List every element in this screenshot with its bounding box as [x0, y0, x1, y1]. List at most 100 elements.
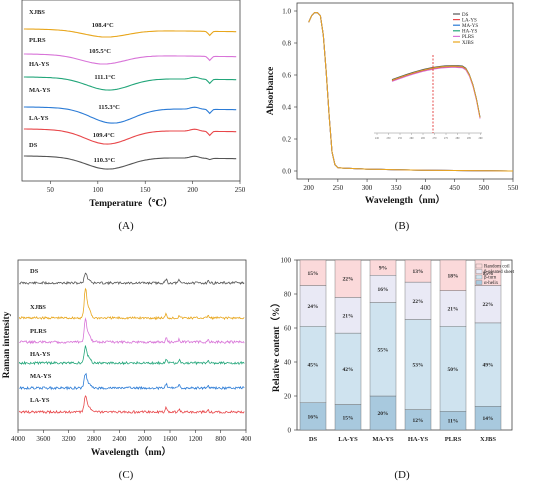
bar-legend-swatch: [475, 263, 483, 269]
panel-c-frame: [17, 259, 247, 431]
uv-legend-label: HA-YS: [462, 30, 477, 35]
uv-curve-xjbs: [308, 12, 514, 172]
bar-category-label: DS: [309, 436, 318, 443]
dsc-series-label-la-ys: LA-YS: [29, 115, 49, 122]
bar-value-label: 22%: [413, 299, 424, 305]
raman-series-label-plrs: PLRS: [30, 328, 47, 335]
bar-legend-swatch: [475, 269, 483, 274]
raman-x-tick-label: 400: [241, 435, 252, 443]
raman-x-tick-label: 2800: [87, 435, 102, 443]
bar-value-label: 21%: [343, 313, 354, 319]
bar-legend-label: Random coil: [484, 265, 510, 270]
uv-inset-curve: [391, 65, 481, 118]
uv-y-tick-label: 0.2: [282, 136, 291, 144]
panel-b-uv-chart: 200 250 300 350 400 450 500 550 0.0 0.2 0.4 0.6 0.8 1…: [266, 2, 519, 232]
bar-value-label: 14%: [483, 416, 494, 422]
bar-legend-label: β-pleated sheet: [484, 270, 515, 275]
raman-series-label-xjbs: XJBS: [30, 304, 46, 311]
bar-y-tick-label: 80: [284, 291, 292, 299]
panel-b-xlabel: Wavelength（nm）: [365, 194, 445, 206]
bar-segment-ds: [299, 402, 327, 431]
bar-segment-xjbs: [474, 322, 502, 407]
uv-y-tick-label: 0.0: [282, 168, 291, 176]
bar-value-label: 49%: [483, 363, 494, 369]
raman-x-tick-label: 3600: [36, 435, 51, 443]
uv-x-tick-label: 300: [362, 184, 373, 192]
uv-legend-label: XJBS: [462, 41, 474, 46]
panel-b-ylabel: Absorbance: [266, 67, 276, 116]
bar-y-tick-label: 60: [284, 325, 292, 333]
bar-value-label: 15%: [308, 271, 319, 277]
panel-d-frame: [296, 259, 513, 431]
uv-inset-curve: [391, 67, 481, 119]
bar-value-label: 15%: [483, 271, 494, 277]
bar-segment-ha-ys: [404, 319, 432, 410]
uv-curve-plrs: [308, 12, 514, 172]
uv-curve-ha-ys: [308, 12, 514, 172]
panel-a-frame: [21, 0, 241, 182]
panel-a-dsc-chart: DS 110.3°C LA-YS 109.4°C MA-YS 115.3°C HA-YS 11…: [21, 0, 246, 232]
uv-x-tick-label: 450: [449, 184, 460, 192]
bar-value-label: 55%: [378, 347, 389, 353]
raman-series-label-la-ys: LA-YS: [30, 397, 50, 404]
dsc-peak-label-xjbs: 108.4°C: [92, 22, 114, 29]
panel-c-raman-chart: 4000 3600 3200 2800 2400 2000 1600 1200 800 400 DS…: [2, 259, 252, 481]
bar-y-tick-label: 20: [284, 393, 292, 401]
dsc-curve-xjbs: [23, 28, 237, 38]
bar-y-tick-label: 40: [284, 359, 292, 367]
dsc-curve-ds: [23, 155, 237, 170]
panel-a-label: (A): [118, 220, 134, 232]
raman-x-tick-label: 3200: [62, 435, 77, 443]
uv-inset-curve: [391, 66, 481, 119]
uv-inset-curve: [391, 66, 481, 118]
bar-category-label: MA-YS: [372, 436, 394, 443]
bar-segment-la-ys: [334, 332, 362, 405]
uv-curve-ds: [308, 12, 514, 172]
panel-c-ylabel: Raman intensity: [2, 311, 12, 378]
dsc-series-label-ds: DS: [29, 142, 38, 149]
panel-a-xlabel: Temperature（℃）: [89, 197, 172, 209]
uv-inset-tick-label: 245: [375, 137, 380, 140]
uv-x-tick-label: 200: [303, 184, 314, 192]
uv-y-tick-label: 0.8: [282, 40, 291, 48]
uv-legend-label: DS: [462, 13, 469, 18]
raman-x-tick-label: 1600: [163, 435, 178, 443]
raman-curve-plrs: [19, 317, 245, 345]
raman-x-tick-label: 800: [215, 435, 226, 443]
dsc-peak-label-ha-ys: 111.1°C: [94, 74, 116, 81]
uv-inset-tick-label: 285: [467, 137, 472, 140]
dsc-curve-la-ys: [23, 128, 237, 145]
bar-value-label: 50%: [448, 367, 459, 373]
raman-curve-ma-ys: [19, 372, 245, 391]
dsc-series-label-xjbs: XJBS: [29, 9, 45, 16]
bar-segment-ha-ys: [404, 259, 432, 283]
uv-y-tick-label: 0.4: [282, 104, 291, 112]
raman-x-tick-label: 1200: [188, 435, 203, 443]
bar-category-label: XJBS: [480, 436, 496, 443]
raman-series-label-ha-ys: HA-YS: [30, 351, 51, 358]
dsc-x-tick-label: 150: [140, 186, 151, 194]
uv-legend-label: PLRS: [462, 35, 474, 40]
uv-x-tick-label: 400: [420, 184, 431, 192]
panel-d-label: (D): [394, 469, 410, 481]
uv-inset-tick-label: 280: [456, 137, 461, 140]
dsc-peak-label-ds: 110.3°C: [94, 157, 116, 164]
dsc-x-tick-label: 250: [235, 186, 246, 194]
uv-inset-tick-label: 270: [433, 137, 438, 140]
bar-y-tick-label: 0: [288, 427, 292, 435]
panel-b-frame: [296, 2, 514, 180]
bar-value-label: 15%: [343, 415, 354, 421]
bar-value-label: 13%: [413, 269, 424, 275]
dsc-curve-plrs: [23, 53, 237, 65]
bar-value-label: 21%: [448, 306, 459, 312]
bar-segment-la-ys: [334, 404, 362, 431]
uv-inset: 245 250 255 260 265 270 275 280 285 290: [374, 55, 483, 140]
bar-segment-ha-ys: [404, 281, 432, 320]
raman-x-tick-label: 4000: [11, 435, 26, 443]
bar-legend-label: α-helix: [484, 281, 499, 286]
raman-curve-ds: [19, 272, 245, 286]
bar-segment-ma-ys: [369, 259, 397, 276]
bar-segment-ma-ys: [369, 395, 397, 431]
panel-b-label: (B): [395, 220, 410, 232]
